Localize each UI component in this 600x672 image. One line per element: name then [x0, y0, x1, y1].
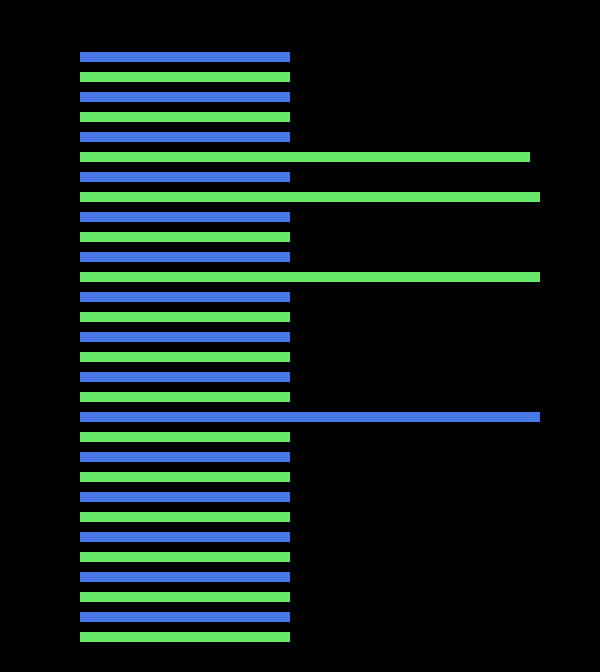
bar-22: [80, 492, 290, 502]
bar-11: [80, 272, 540, 282]
bar-20: [80, 452, 290, 462]
bar-3: [80, 112, 290, 122]
bar-6: [80, 172, 290, 182]
bar-17: [80, 392, 290, 402]
bar-13: [80, 312, 290, 322]
bar-24: [80, 532, 290, 542]
bar-14: [80, 332, 290, 342]
bar-23: [80, 512, 290, 522]
bar-7: [80, 192, 540, 202]
bar-12: [80, 292, 290, 302]
bar-2: [80, 92, 290, 102]
bar-5: [80, 152, 530, 162]
bar-18: [80, 412, 540, 422]
bar-28: [80, 612, 290, 622]
bar-16: [80, 372, 290, 382]
bar-21: [80, 472, 290, 482]
bar-19: [80, 432, 290, 442]
bar-chart: [0, 0, 600, 672]
bar-15: [80, 352, 290, 362]
bar-1: [80, 72, 290, 82]
bar-4: [80, 132, 290, 142]
bar-0: [80, 52, 290, 62]
bar-27: [80, 592, 290, 602]
bar-25: [80, 552, 290, 562]
bar-8: [80, 212, 290, 222]
bar-26: [80, 572, 290, 582]
bar-10: [80, 252, 290, 262]
bar-9: [80, 232, 290, 242]
bar-29: [80, 632, 290, 642]
